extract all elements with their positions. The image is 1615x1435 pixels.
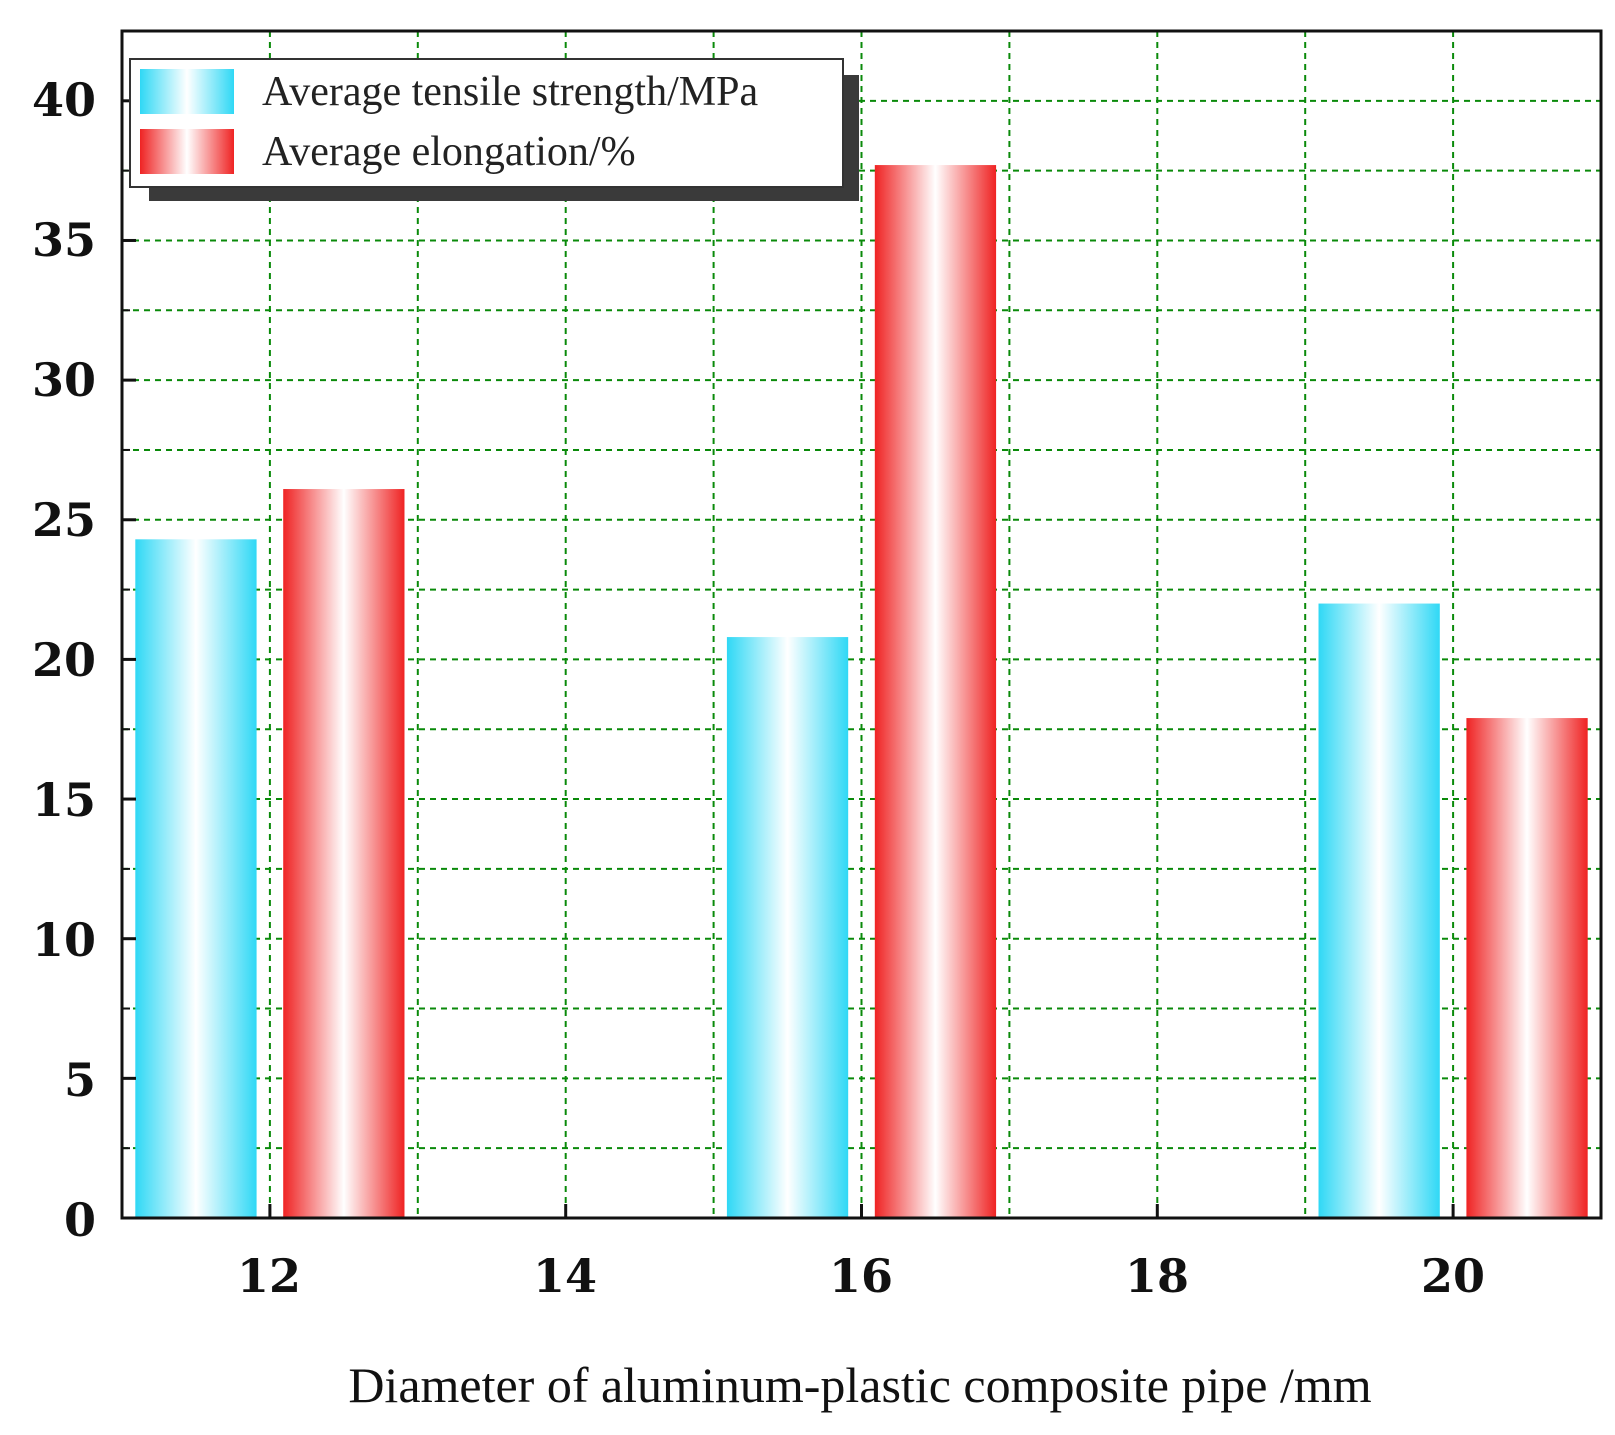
bar-tensile-20 (1318, 603, 1440, 1218)
x-tick-marks (268, 1204, 1455, 1218)
y-tick-label: 20 (32, 633, 96, 687)
legend-label-elongation: Average elongation/% (262, 129, 636, 175)
y-tick-label: 5 (64, 1053, 96, 1107)
y-tick-label: 10 (32, 913, 96, 967)
x-axis-title: Diameter of aluminum-plastic composite p… (348, 1357, 1371, 1413)
y-tick-labels: 0 5 10 15 20 25 30 35 40 (32, 73, 96, 1247)
bar-tensile-12 (135, 539, 257, 1218)
y-tick-marks (122, 30, 136, 1220)
x-tick-labels: 12 14 16 18 20 (237, 1249, 1485, 1303)
legend-swatch-tensile (140, 69, 234, 114)
y-tick-label: 0 (64, 1193, 96, 1247)
bar-elongation-12 (283, 489, 405, 1218)
y-tick-label: 40 (32, 73, 96, 127)
y-tick-label: 25 (32, 493, 96, 547)
x-tick-label: 12 (237, 1249, 301, 1303)
y-tick-label: 15 (32, 773, 96, 827)
y-tick-label: 30 (32, 353, 96, 407)
legend: Average tensile strength/MPa Average elo… (129, 58, 859, 201)
bar-elongation-20 (1466, 718, 1588, 1218)
x-tick-label: 20 (1421, 1249, 1485, 1303)
y-tick-label: 35 (32, 213, 96, 267)
bar-elongation-16 (874, 165, 997, 1219)
x-tick-label: 18 (1125, 1249, 1189, 1303)
x-tick-label: 14 (533, 1249, 597, 1303)
legend-swatch-elongation (140, 129, 234, 174)
x-tick-label: 16 (829, 1249, 893, 1303)
legend-box (129, 58, 844, 188)
bars (135, 165, 1588, 1219)
bar-tensile-16 (726, 637, 849, 1218)
legend-label-tensile: Average tensile strength/MPa (262, 69, 758, 115)
